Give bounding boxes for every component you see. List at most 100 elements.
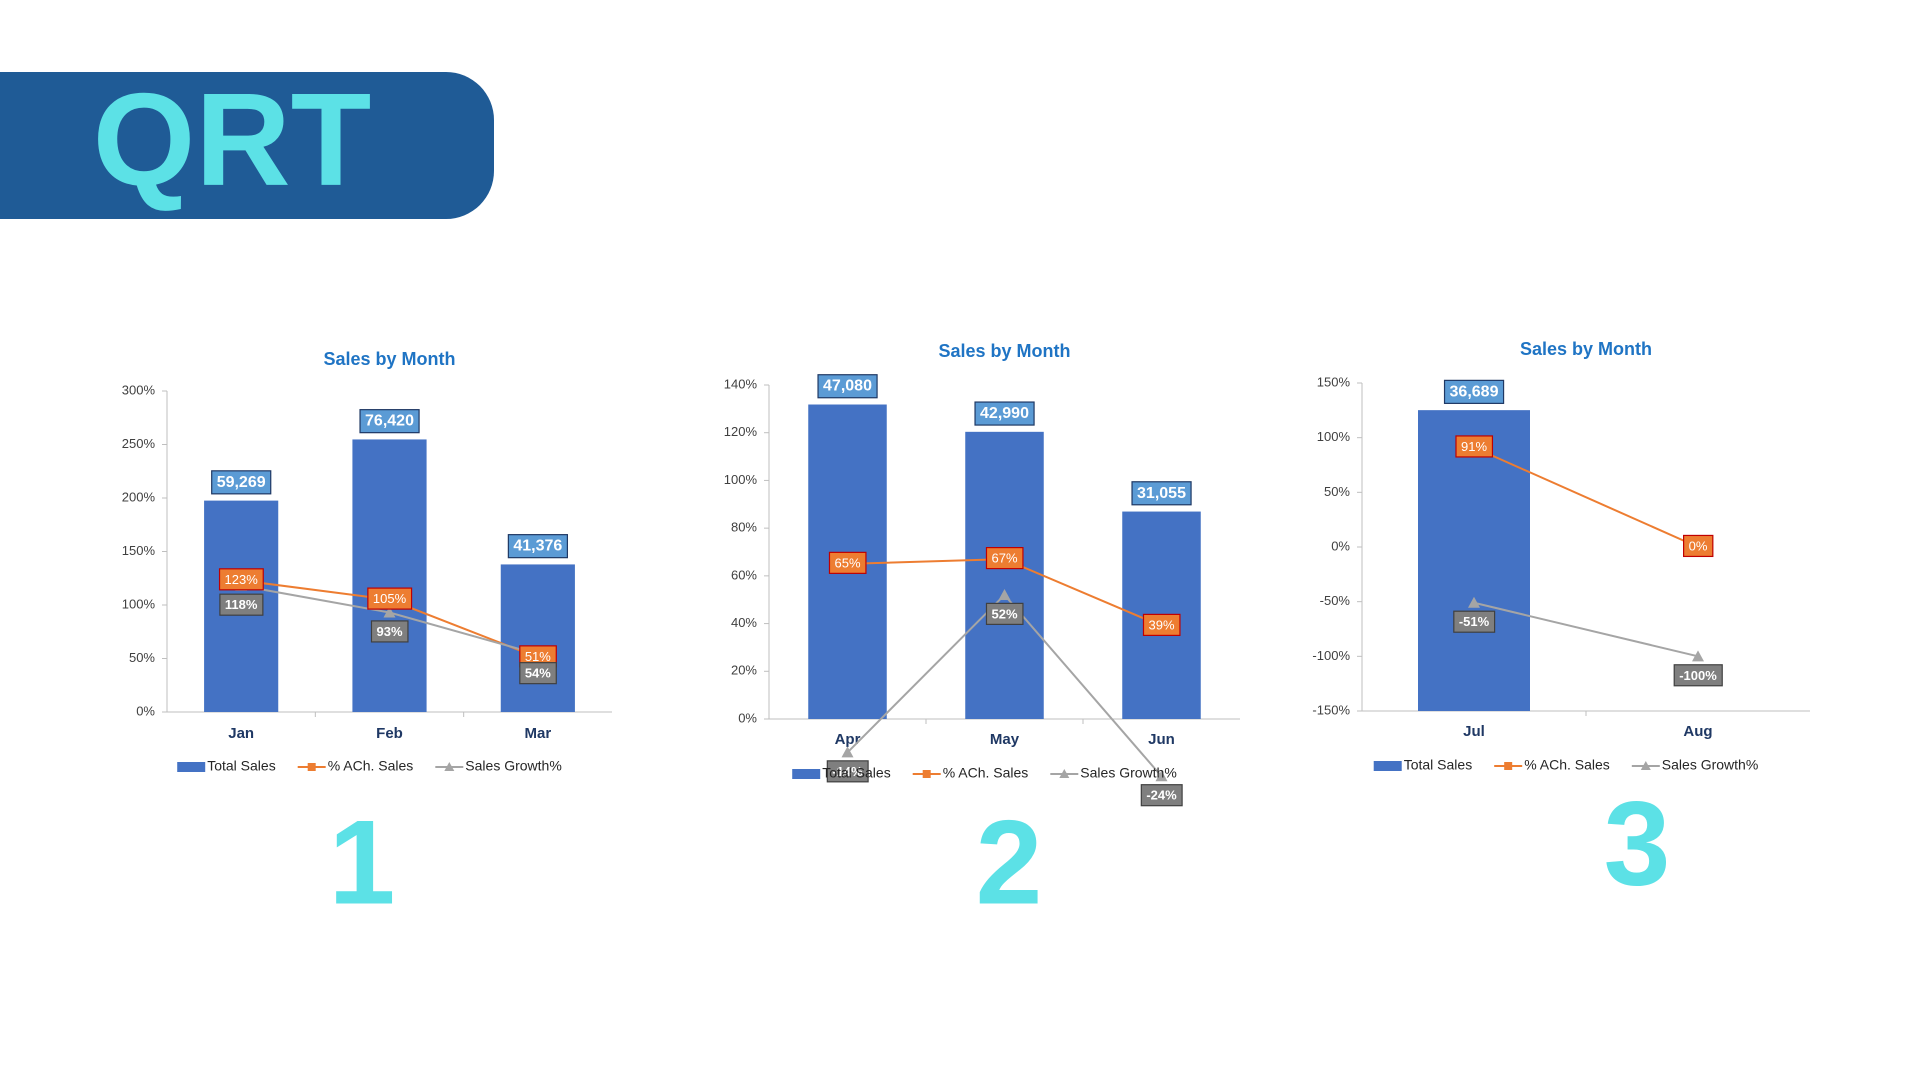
- data-label-text: 41,376: [513, 538, 562, 555]
- data-label: 65%: [828, 551, 867, 574]
- x-tick-label: May: [990, 731, 1020, 748]
- line-marker: [1155, 770, 1168, 782]
- data-label-box: [218, 568, 264, 591]
- data-label-box: [1453, 610, 1496, 633]
- x-tick-label: Jan: [228, 725, 254, 742]
- data-label-box: [817, 374, 878, 399]
- data-label-box: [211, 470, 272, 495]
- legend-label: Total Sales: [1404, 757, 1472, 773]
- data-label-box: [974, 401, 1035, 426]
- chart-title: Sales by Month: [938, 341, 1070, 361]
- data-label: 54%: [519, 662, 557, 685]
- x-tick-label: Mar: [524, 725, 551, 742]
- y-tick-label: 150%: [1317, 374, 1351, 389]
- panel-number: 2: [976, 796, 1043, 930]
- data-label-text: 0%: [1689, 538, 1708, 553]
- legend-swatch: [792, 769, 821, 779]
- y-tick-label: 50%: [1324, 484, 1350, 499]
- y-tick-label: -150%: [1312, 702, 1350, 717]
- legend: Total Sales % ACh. Sales Sales Growth%: [177, 758, 562, 774]
- legend-label: Sales Growth%: [465, 758, 561, 774]
- bar: [965, 431, 1044, 719]
- y-tick-label: 100%: [1317, 429, 1351, 444]
- data-label-text: 105%: [373, 591, 407, 606]
- legend-marker: [1504, 762, 1513, 770]
- legend-label: Sales Growth%: [1080, 765, 1176, 781]
- chart-title: Sales by Month: [1520, 339, 1652, 359]
- data-label-text: 51%: [525, 649, 551, 664]
- header-band: [0, 72, 494, 219]
- legend-marker: [1640, 761, 1651, 770]
- data-label: 31,055: [1131, 481, 1192, 506]
- bar: [352, 439, 427, 712]
- legend-marker: [444, 762, 455, 771]
- legend-swatch: [177, 762, 206, 772]
- data-label-box: [828, 551, 867, 574]
- data-label: 123%: [218, 568, 264, 591]
- data-label-box: [1140, 784, 1183, 807]
- data-label-text: -51%: [1459, 614, 1490, 629]
- legend: Total Sales % ACh. Sales Sales Growth%: [1373, 757, 1758, 773]
- legend-label: Total Sales: [207, 758, 275, 774]
- data-label-text: -24%: [1146, 788, 1177, 803]
- data-label-text: 59,269: [217, 474, 266, 491]
- data-label-text: 39%: [1148, 617, 1174, 632]
- data-label: 0%: [1683, 534, 1714, 558]
- series-line: [1473, 601, 1699, 658]
- chart-title: Sales by Month: [323, 349, 455, 369]
- data-label-text: 36,689: [1450, 383, 1499, 400]
- data-label-text: 54%: [525, 666, 551, 681]
- data-label-text: 118%: [225, 597, 258, 612]
- data-label-text: 42,990: [980, 405, 1029, 422]
- data-label-box: [1142, 613, 1181, 636]
- data-label-box: [1673, 664, 1723, 687]
- legend: Total Sales % ACh. Sales Sales Growth%: [792, 765, 1177, 781]
- data-label-text: 52%: [991, 606, 1017, 621]
- series-line: [1473, 446, 1699, 548]
- data-label: 51%: [519, 645, 557, 668]
- line-marker: [998, 588, 1011, 600]
- panel-number: 3: [1604, 777, 1671, 911]
- data-label: 52%: [985, 602, 1024, 625]
- data-label: 36,689: [1443, 379, 1505, 404]
- data-label-box: [367, 587, 413, 610]
- data-label-text: 65%: [834, 555, 860, 570]
- y-tick-label: -100%: [1312, 648, 1350, 663]
- data-label: 76,420: [359, 409, 420, 434]
- data-label-box: [219, 593, 264, 616]
- bar: [500, 564, 575, 712]
- y-tick-label: 150%: [122, 543, 156, 558]
- data-label: 118%: [219, 593, 264, 616]
- data-label-text: -100%: [1679, 668, 1717, 683]
- data-label: -14%: [826, 760, 869, 783]
- data-label: 41,376: [507, 534, 569, 559]
- line-marker: [1692, 650, 1704, 662]
- y-tick-label: 0%: [1331, 538, 1350, 553]
- legend-marker: [1059, 769, 1070, 778]
- data-label: 39%: [1142, 613, 1181, 636]
- data-label-text: 93%: [376, 624, 402, 639]
- data-label-text: 76,420: [365, 413, 414, 430]
- legend-label: % ACh. Sales: [943, 765, 1029, 781]
- data-label-text: -14%: [832, 764, 863, 779]
- data-label-box: [359, 409, 420, 434]
- data-label: 91%: [1455, 435, 1494, 458]
- y-tick-label: 50%: [129, 650, 155, 665]
- line-marker: [383, 606, 396, 618]
- legend-label: % ACh. Sales: [1524, 757, 1610, 773]
- data-label: -100%: [1673, 664, 1723, 687]
- legend-swatch: [1373, 761, 1402, 771]
- data-label-box: [507, 534, 569, 559]
- x-tick-label: Feb: [376, 725, 403, 742]
- y-tick-label: -50%: [1320, 593, 1351, 608]
- data-label-box: [370, 620, 409, 643]
- y-tick-label: 140%: [724, 376, 758, 391]
- x-tick-label: Jul: [1463, 723, 1485, 740]
- x-tick-label: Aug: [1683, 723, 1712, 740]
- y-tick-label: 0%: [136, 703, 155, 718]
- data-label-text: 91%: [1461, 439, 1487, 454]
- data-label-box: [826, 760, 869, 783]
- data-label: -51%: [1453, 610, 1496, 633]
